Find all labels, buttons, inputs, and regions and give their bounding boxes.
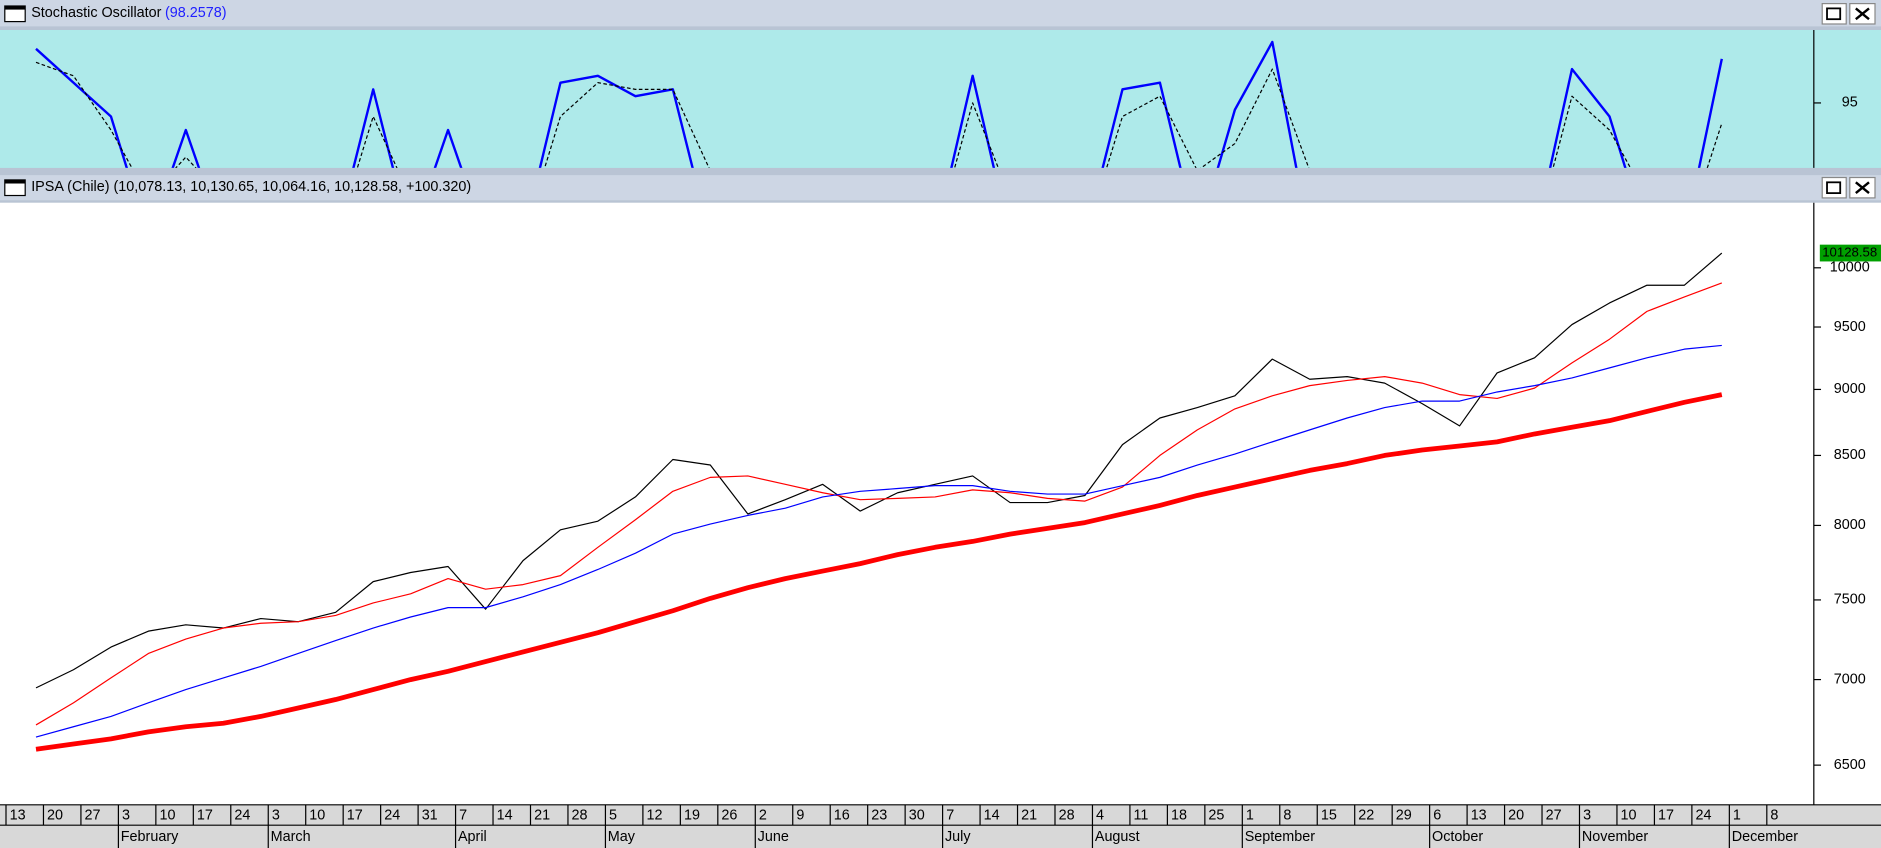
x-tick-label: 16	[834, 807, 850, 823]
month-label: June	[758, 829, 789, 845]
x-tick-label: 20	[1508, 807, 1524, 823]
series-line	[35, 344, 1722, 738]
x-tick-label: 4	[1096, 807, 1104, 823]
last-value-box	[1819, 244, 1881, 262]
x-tick-label: 10	[309, 807, 325, 823]
x-tick-label: 30	[909, 807, 925, 823]
x-tick-label: 14	[497, 807, 513, 823]
x-tick-label: 7	[459, 807, 467, 823]
x-tick-label: 17	[1658, 807, 1674, 823]
month-label: April	[458, 829, 487, 845]
x-tick-label: 15	[1321, 807, 1337, 823]
title-bar	[0, 0, 1881, 27]
x-tick-label: 8	[1770, 807, 1778, 823]
current-value: (98.2578)	[165, 5, 227, 21]
month-label: May	[608, 829, 636, 845]
x-tick-label: 20	[47, 807, 63, 823]
y-tick-label: 10000	[1830, 260, 1870, 276]
y-tick-label: 8500	[1834, 447, 1866, 463]
x-tick-label: 23	[871, 807, 887, 823]
x-tick-label: 18	[1171, 807, 1187, 823]
x-tick-label: 28	[1059, 807, 1075, 823]
x-tick-label: 27	[85, 807, 101, 823]
x-tick-label: 5	[609, 807, 617, 823]
y-tick-label: 8000	[1834, 517, 1866, 533]
close-button[interactable]	[1849, 2, 1876, 25]
month-label: October	[1432, 829, 1483, 845]
x-tick-label: 24	[234, 807, 250, 823]
series-line	[35, 252, 1723, 689]
x-tick-label: 3	[272, 807, 280, 823]
maximize-button[interactable]	[1821, 2, 1847, 25]
x-tick-label: 13	[1471, 807, 1487, 823]
x-tick-label: 22	[1358, 807, 1374, 823]
x-tick-label: 29	[1396, 807, 1412, 823]
x-tick-label: 17	[197, 807, 213, 823]
x-tick-label: 31	[422, 807, 438, 823]
maximize-button[interactable]	[1821, 176, 1847, 199]
title-bar	[0, 175, 1881, 201]
x-tick-label: 21	[534, 807, 550, 823]
x-tick-label: 2	[759, 807, 767, 823]
price-plot	[0, 202, 1881, 805]
x-tick-label: 24	[384, 807, 400, 823]
x-tick-label: 10	[159, 807, 175, 823]
x-tick-label: 28	[572, 807, 588, 823]
series-line	[35, 392, 1723, 752]
x-tick-label: 14	[984, 807, 1000, 823]
month-label: September	[1245, 829, 1316, 845]
month-label: November	[1582, 829, 1649, 845]
x-tick-label: 25	[1208, 807, 1224, 823]
y-tick-label: 7500	[1834, 592, 1866, 608]
y-tick-label: 6500	[1834, 757, 1866, 773]
month-label: March	[271, 829, 311, 845]
y-tick-label: 95	[1842, 95, 1858, 111]
x-tick-label: 6	[1433, 807, 1441, 823]
window-icon-bar	[4, 179, 26, 184]
y-tick-label: 9500	[1834, 319, 1866, 335]
x-tick-label: 26	[721, 807, 737, 823]
x-tick-label: 3	[1583, 807, 1591, 823]
x-tick-label: 3	[122, 807, 130, 823]
close-button[interactable]	[1849, 176, 1876, 199]
x-tick-label: 11	[1134, 807, 1149, 823]
last-value-label: 10128.58	[1822, 245, 1877, 260]
x-tick-label: 1	[1733, 807, 1741, 823]
y-tick-label: 9000	[1834, 381, 1866, 397]
x-tick-label: 12	[646, 807, 662, 823]
panel-title: Stochastic Oscillator	[31, 5, 161, 21]
series-line	[35, 282, 1723, 726]
x-tick-label: 21	[1021, 807, 1037, 823]
x-tick-label: 13	[10, 807, 26, 823]
month-label: August	[1095, 829, 1140, 845]
oscillator-plot	[0, 29, 1881, 168]
month-label: July	[945, 829, 971, 845]
x-tick-label: 27	[1546, 807, 1562, 823]
x-tick-label: 17	[347, 807, 363, 823]
x-axis-bg	[0, 804, 1881, 848]
x-tick-label: 1	[1246, 807, 1254, 823]
x-tick-label: 8	[1283, 807, 1291, 823]
x-tick-label: 10	[1621, 807, 1637, 823]
x-tick-label: 24	[1695, 807, 1711, 823]
series-group	[35, 252, 1723, 752]
y-tick-label: 7000	[1834, 671, 1866, 687]
x-tick-label: 19	[684, 807, 700, 823]
x-tick-label: 7	[946, 807, 954, 823]
month-label: February	[121, 829, 179, 845]
x-tick-label: 9	[796, 807, 804, 823]
month-label: December	[1732, 829, 1799, 845]
window-icon-bar	[4, 5, 26, 10]
panel-title: IPSA (Chile) (10,078.13, 10,130.65, 10,0…	[31, 179, 471, 195]
